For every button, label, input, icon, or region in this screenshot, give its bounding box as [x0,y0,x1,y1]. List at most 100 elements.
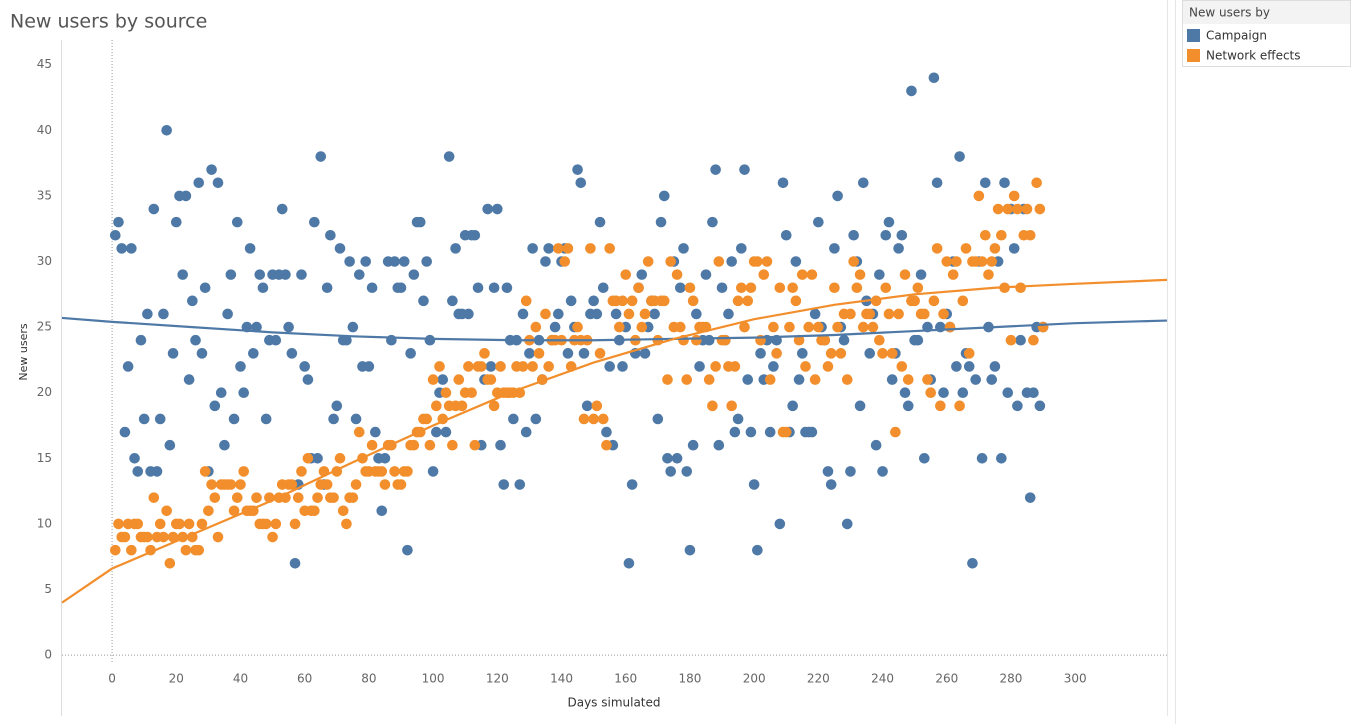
point [864,348,876,359]
point [366,439,378,451]
point [748,479,760,490]
point [713,256,725,267]
point [431,426,442,438]
point [623,557,635,569]
point [495,361,506,372]
point [225,479,237,490]
point [915,269,927,280]
point [126,243,137,254]
point [601,439,612,451]
point [463,308,474,320]
point [790,256,802,267]
point [707,400,718,412]
point [408,269,420,280]
point [986,374,998,385]
point [183,518,195,530]
point [951,361,962,372]
point [671,269,683,280]
point [594,216,606,228]
point [739,321,750,333]
point [543,243,554,254]
point [370,426,381,438]
point [832,190,843,202]
point [485,361,497,372]
point [675,321,686,333]
point [154,413,166,425]
x-tick-label: 140 [550,672,573,686]
point [530,413,542,425]
point [723,308,734,320]
point [553,308,564,320]
point [675,282,686,294]
point [867,321,879,333]
point [1015,282,1026,294]
point [321,479,333,490]
point [132,518,144,530]
point [848,256,859,267]
point [601,426,612,438]
point [886,348,898,359]
point [302,453,314,464]
point [350,479,362,490]
point [328,413,339,425]
point [780,426,792,438]
point [662,374,673,385]
point [758,269,770,280]
point [822,361,834,372]
point [321,282,333,294]
point [963,361,975,372]
point [527,361,538,372]
point [492,203,503,215]
point [1002,387,1014,399]
point [787,400,798,412]
point [626,479,638,490]
point [553,243,564,254]
point [841,518,853,530]
point [424,334,436,346]
point [703,374,715,385]
y-tick-label: 40 [37,123,52,137]
point [469,229,481,241]
x-tick-label: 20 [169,672,184,686]
point [896,361,908,372]
point [787,282,798,294]
point [941,256,953,267]
point [710,361,721,372]
point [880,229,892,241]
point [822,466,834,477]
point [248,348,259,359]
point [151,466,163,477]
point [219,439,230,451]
point [1012,203,1023,215]
point [344,256,355,267]
point [825,348,837,359]
x-tick-label: 260 [935,672,958,686]
point [597,282,609,294]
point [883,308,895,320]
point [257,282,269,294]
point [710,164,721,175]
point [777,177,789,189]
point [289,557,301,569]
point [187,295,198,307]
point [636,269,648,280]
point [768,361,779,372]
point [854,400,866,412]
point [1024,229,1036,241]
point [752,256,763,267]
point [299,361,311,372]
point [508,413,519,425]
point [854,269,866,280]
point [742,374,754,385]
point [158,531,169,543]
point [665,466,676,477]
point [177,269,189,280]
point [203,505,214,517]
point [456,400,468,412]
point [800,361,811,372]
point [902,400,914,412]
y-tick-label: 15 [37,451,52,465]
point [389,466,400,477]
point [222,308,233,320]
point [164,439,176,451]
